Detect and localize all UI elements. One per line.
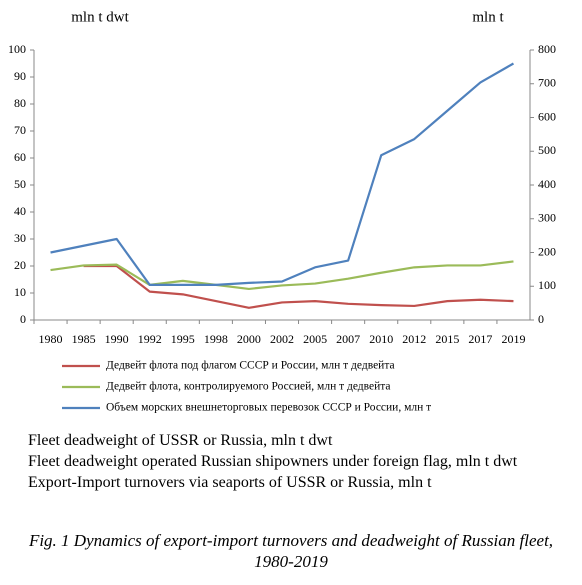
y2-tick-label: 700: [538, 76, 556, 90]
y-tick-label: 70: [14, 123, 26, 137]
y-tick-label: 0: [20, 312, 26, 326]
y2-tick-label: 200: [538, 244, 556, 258]
legend-label: Дедвейт флота, контролируемого Россией, …: [106, 381, 391, 393]
y-tick-label: 50: [14, 177, 26, 191]
y-tick-label: 100: [8, 42, 26, 56]
y-tick-label: 80: [14, 96, 26, 110]
y-tick-label: 30: [14, 231, 26, 245]
y-tick-label: 20: [14, 258, 26, 272]
x-tick-label: 2012: [402, 332, 426, 346]
notes: Fleet deadweight of USSR or Russia, mln …: [28, 430, 548, 493]
x-tick-label: 2015: [435, 332, 459, 346]
note: Fleet deadweight operated Russian shipow…: [28, 453, 518, 470]
y-tick-label: 60: [14, 150, 26, 164]
y2-tick-label: 300: [538, 211, 556, 225]
y-tick-label: 10: [14, 285, 26, 299]
y2-tick-label: 600: [538, 109, 556, 123]
x-tick-label: 1998: [204, 332, 228, 346]
y2-tick-label: 500: [538, 143, 556, 157]
y-axis-label: mln t dwt: [71, 9, 129, 25]
y-tick-label: 90: [14, 69, 26, 83]
series-line: [50, 62, 515, 286]
x-tick-label: 2002: [270, 332, 294, 346]
x-tick-label: 1990: [105, 332, 129, 346]
note: Export-Import turnovers via seaports of …: [28, 474, 432, 491]
x-tick-label: 2007: [336, 332, 360, 346]
x-tick-label: 2019: [501, 332, 525, 346]
figure-caption: Fig. 1 Dynamics of export-import turnove…: [28, 531, 554, 571]
y2-tick-label: 800: [538, 42, 556, 56]
x-tick-label: 1985: [72, 332, 96, 346]
y-tick-label: 40: [14, 204, 26, 218]
y2-axis-label: mln t: [472, 9, 504, 25]
legend-label: Дедвейт флота под флагом СССР и России, …: [106, 360, 395, 372]
series-line: [83, 264, 514, 309]
x-tick-label: 1992: [138, 332, 162, 346]
chart: mln t dwt mln t 010203040506070809010001…: [8, 9, 556, 414]
y2-tick-label: 0: [538, 312, 544, 326]
x-tick-label: 2010: [369, 332, 393, 346]
note: Fleet deadweight of USSR or Russia, mln …: [28, 432, 333, 449]
y2-tick-label: 400: [538, 177, 556, 191]
y2-tick-label: 100: [538, 278, 556, 292]
x-tick-label: 2000: [237, 332, 261, 346]
x-tick-label: 1995: [171, 332, 195, 346]
legend-label: Объем морских внешнеторговых перевозок С…: [106, 402, 431, 414]
x-tick-label: 1980: [39, 332, 63, 346]
x-tick-label: 2017: [468, 332, 492, 346]
series-line: [50, 260, 514, 291]
x-tick-label: 2005: [303, 332, 327, 346]
